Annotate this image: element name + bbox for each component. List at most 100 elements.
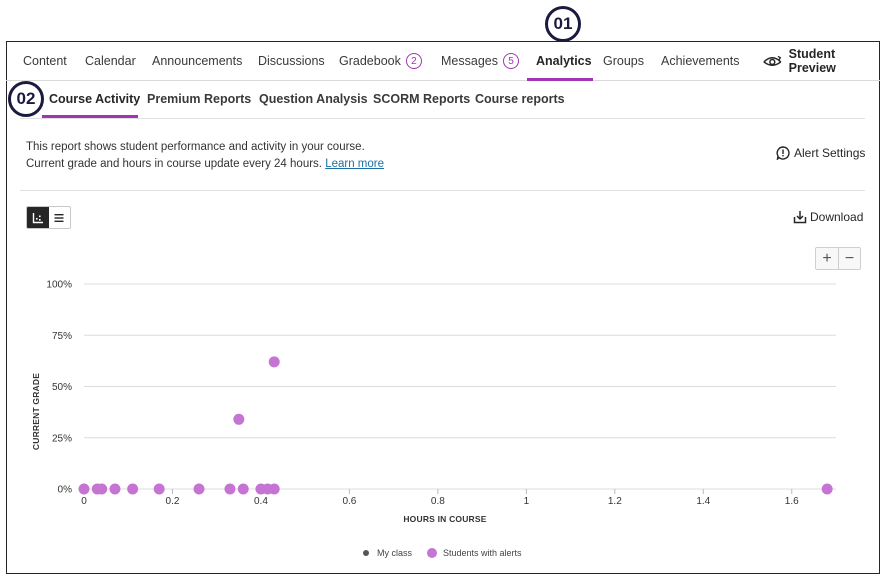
x-tick-label: 1.4 [696,496,710,507]
eye-refresh-icon [763,55,782,66]
subtab-course-activity-label: Course Activity [49,92,141,106]
data-point[interactable] [268,356,280,368]
subtab-premium-reports-label: Premium Reports [147,92,252,106]
download-button[interactable]: Download [793,210,863,224]
tab-analytics-label: Analytics [536,54,592,68]
data-point[interactable] [268,483,280,495]
callout-02: 02 [8,81,44,117]
gradebook-count-badge: 2 [405,53,422,69]
tab-announcements[interactable]: Announcements [152,41,242,81]
tab-calendar-label: Calendar [85,54,136,68]
y-axis-ticks: 0% 25% 50% 75% 100% [46,280,72,496]
callout-01-label: 01 [553,14,573,33]
tab-gradebook[interactable]: Gradebook 2 [339,41,422,81]
legend-label: My class [377,548,413,558]
tab-content-label: Content [23,54,67,68]
data-point[interactable] [78,483,90,495]
tab-groups[interactable]: Groups [603,41,644,81]
description-line-1: This report shows student performance an… [26,141,365,153]
subtab-scorm-reports[interactable]: SCORM Reports [373,81,470,117]
data-point[interactable] [237,483,249,495]
list-view-button[interactable] [49,207,71,228]
x-tick-label: 0.4 [254,496,268,507]
subtab-course-activity[interactable]: Course Activity [49,81,140,117]
y-tick-label: 75% [52,331,72,342]
x-tick-label: 0.6 [342,496,356,507]
data-point[interactable] [96,483,108,495]
course-top-nav: Content Calendar Announcements Discussio… [6,41,880,81]
tab-calendar[interactable]: Calendar [85,41,136,81]
x-tick-label: 0.2 [166,496,180,507]
zoom-out-button[interactable]: − [838,248,860,269]
x-tick-label: 1 [524,496,530,507]
download-icon [793,211,807,224]
alert-settings-label: Alert Settings [794,146,866,160]
scatter-points [78,356,833,495]
chart-icon [32,212,43,223]
data-point[interactable] [193,483,205,495]
legend-marker [427,548,437,558]
subnav-divider [20,118,865,119]
zoom-controls: + − [815,247,861,270]
tab-discussions[interactable]: Discussions [258,41,325,81]
x-tick-label: 0.8 [431,496,445,507]
callout-01: 01 [545,6,581,42]
tab-messages-label: Messages [441,54,498,68]
x-tick-label: 1.6 [785,496,799,507]
subtab-premium-reports[interactable]: Premium Reports [147,81,251,117]
list-icon [54,213,64,222]
tab-groups-label: Groups [603,54,644,68]
data-point[interactable] [224,483,236,495]
description-divider [20,190,865,191]
tab-gradebook-label: Gradebook [339,54,401,68]
x-axis-ticks: 0 0.2 0.4 0.6 0.8 1 1.2 1.4 1.6 [81,489,799,507]
tab-analytics[interactable]: Analytics [536,41,592,81]
view-toggle [26,206,71,229]
callout-02-label: 02 [16,89,36,108]
subtab-course-reports[interactable]: Course reports [475,81,565,117]
chart-gridlines [84,283,836,490]
tab-content[interactable]: Content [23,41,67,81]
data-point[interactable] [153,483,165,495]
y-tick-label: 25% [52,433,72,444]
window-frame [6,41,880,574]
course-activity-scatter-chart: 0%25%50%75%100% 0 0.2 0.4 0.6 0.8 1 1.2 1.4 1.6 … [31,280,836,558]
x-axis-title: HOURS IN COURSE [403,514,486,524]
subtab-question-analysis[interactable]: Question Analysis [259,81,368,117]
legend-label: Students with alerts [443,548,522,558]
analytics-sub-nav: Course Activity Premium Reports Question… [6,81,880,119]
tab-announcements-label: Announcements [152,54,243,68]
report-description: This report shows student performance an… [26,139,384,173]
tab-achievements-label: Achievements [661,54,740,68]
data-point[interactable] [127,483,139,495]
y-axis-title: CURRENT GRADE [31,373,41,450]
download-label: Download [810,210,864,224]
alert-settings-button[interactable]: Alert Settings [776,146,865,160]
chart-legend: My class Students with alerts [363,548,522,558]
y-tick-label: 0% [58,485,73,496]
tab-messages[interactable]: Messages 5 [441,41,519,81]
subtab-course-reports-label: Course reports [475,92,565,106]
tab-achievements[interactable]: Achievements [661,41,740,81]
student-preview-label: Student Preview [788,47,836,75]
zoom-in-button[interactable]: + [822,249,832,267]
data-point[interactable] [821,483,833,495]
active-tab-indicator [527,78,593,81]
description-line-2: Current grade and hours in course update… [26,156,384,173]
subtab-question-analysis-label: Question Analysis [259,92,368,106]
subtab-scorm-reports-label: SCORM Reports [373,92,471,106]
x-tick-label: 0 [81,496,87,507]
tab-discussions-label: Discussions [258,54,325,68]
x-tick-label: 1.2 [608,496,622,507]
y-tick-label: 50% [52,382,72,393]
data-point[interactable] [109,483,121,495]
alert-bubble-icon [776,146,790,160]
student-preview-button[interactable]: Student Preview [762,41,880,81]
legend-marker [363,550,369,556]
messages-count-badge: 5 [502,53,519,69]
data-point[interactable] [233,413,245,425]
description-line-2-text: Current grade and hours in course update… [26,158,322,170]
active-subtab-indicator [42,115,138,118]
learn-more-link[interactable]: Learn more [325,158,385,170]
chart-view-button[interactable] [27,207,49,228]
